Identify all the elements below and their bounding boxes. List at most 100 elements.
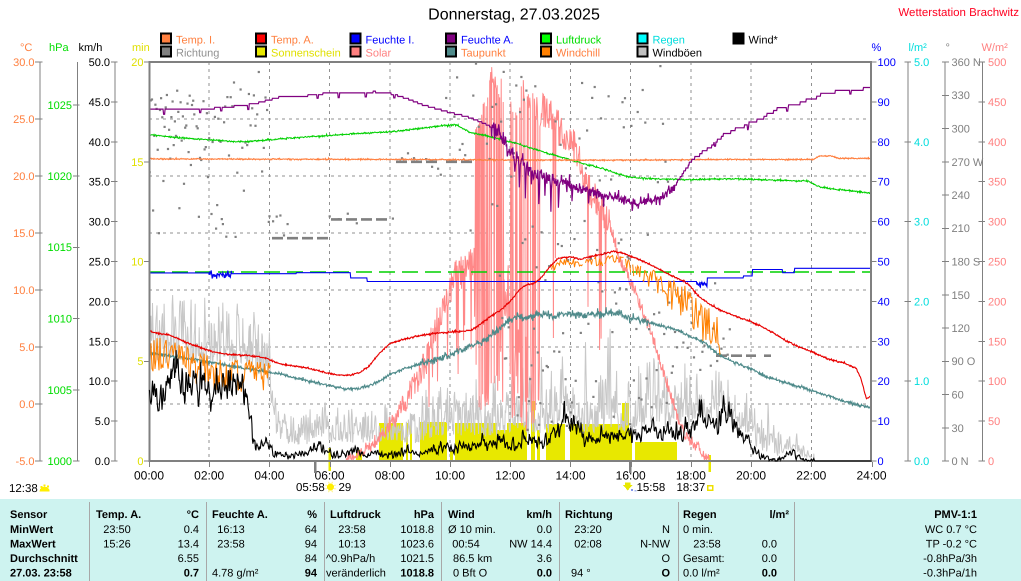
svg-text:50: 50 [878, 257, 890, 269]
svg-text:80: 80 [878, 137, 890, 149]
svg-text:3.6: 3.6 [537, 553, 552, 565]
svg-text:3.0: 3.0 [914, 217, 929, 229]
svg-text:06:00: 06:00 [315, 469, 345, 483]
svg-text:18:00: 18:00 [676, 469, 706, 483]
svg-text:30: 30 [952, 423, 964, 435]
svg-text:0 min.: 0 min. [683, 524, 713, 536]
svg-text:18:37: 18:37 [677, 482, 706, 494]
svg-text:min: min [132, 42, 150, 54]
svg-text:12:38: 12:38 [9, 483, 38, 495]
svg-text:94: 94 [305, 568, 318, 580]
svg-text:°C: °C [20, 42, 32, 54]
svg-text:km/h: km/h [526, 509, 552, 521]
svg-text:-0.8hPa/3h: -0.8hPa/3h [923, 553, 977, 565]
svg-text:°C: °C [187, 509, 199, 521]
svg-text:0.0: 0.0 [914, 456, 929, 468]
svg-text:0.7: 0.7 [184, 568, 199, 580]
svg-text:WC 0.7 °C: WC 0.7 °C [925, 524, 977, 536]
svg-text:Feuchte A.: Feuchte A. [212, 509, 268, 521]
svg-text:%: % [872, 42, 882, 54]
svg-text:25.0: 25.0 [89, 257, 110, 269]
svg-text:1000: 1000 [48, 456, 72, 468]
svg-text:Taupunkt: Taupunkt [461, 48, 506, 60]
svg-text:1018.8: 1018.8 [400, 568, 434, 580]
svg-text:15.0: 15.0 [89, 336, 110, 348]
svg-text:15: 15 [131, 157, 143, 169]
svg-text:500: 500 [988, 57, 1006, 69]
svg-text:45.0: 45.0 [89, 97, 110, 109]
svg-text:Wind*: Wind* [749, 35, 779, 47]
svg-text:02:00: 02:00 [194, 469, 224, 483]
svg-text:23:50: 23:50 [103, 524, 131, 536]
svg-text:Richtung: Richtung [565, 509, 613, 521]
svg-text:0.0 l/m²: 0.0 l/m² [683, 568, 720, 580]
svg-text:10:00: 10:00 [435, 469, 465, 483]
svg-text:30: 30 [878, 336, 890, 348]
svg-text:15:26: 15:26 [103, 539, 131, 551]
svg-text:0: 0 [878, 456, 884, 468]
svg-text:02:08: 02:08 [574, 539, 602, 551]
svg-text:40.0: 40.0 [89, 137, 110, 149]
svg-text:450: 450 [988, 97, 1006, 109]
svg-text:NW 14.4: NW 14.4 [509, 539, 552, 551]
svg-text:12:00: 12:00 [495, 469, 525, 483]
svg-text:90 O: 90 O [952, 356, 976, 368]
svg-text:20:00: 20:00 [736, 469, 766, 483]
svg-text:Sensor: Sensor [10, 509, 48, 521]
svg-text:20.0: 20.0 [13, 171, 34, 183]
svg-text:29: 29 [339, 482, 352, 494]
svg-text:330: 330 [952, 90, 970, 102]
svg-text:40: 40 [878, 296, 890, 308]
svg-text:10.0: 10.0 [89, 376, 110, 388]
svg-text:1010: 1010 [48, 314, 72, 326]
svg-text:350: 350 [988, 177, 1006, 189]
svg-text:10:13: 10:13 [338, 539, 366, 551]
svg-text:30.0: 30.0 [13, 57, 34, 69]
svg-text:2.0: 2.0 [914, 296, 929, 308]
svg-text:5.0: 5.0 [19, 342, 34, 354]
svg-text:22:00: 22:00 [796, 469, 826, 483]
svg-text:Windböen: Windböen [653, 48, 703, 60]
svg-text:^0.9hPa/h: ^0.9hPa/h [326, 553, 375, 565]
svg-text:50: 50 [988, 416, 1000, 428]
svg-text:00:54: 00:54 [452, 539, 480, 551]
svg-text:00:00: 00:00 [134, 469, 164, 483]
svg-text:Ø 10 min.: Ø 10 min. [448, 524, 496, 536]
svg-text:1020: 1020 [48, 171, 72, 183]
svg-text:86.5 km: 86.5 km [453, 553, 492, 565]
svg-text:210: 210 [952, 223, 970, 235]
svg-text:Feuchte I.: Feuchte I. [366, 35, 415, 47]
svg-text:4.78 g/m²: 4.78 g/m² [212, 568, 259, 580]
svg-text:23:58: 23:58 [693, 539, 721, 551]
svg-text:1.0: 1.0 [914, 376, 929, 388]
svg-text:60: 60 [878, 217, 890, 229]
svg-text:Wetterstation Brachwitz: Wetterstation Brachwitz [898, 7, 1019, 19]
svg-text:25.0: 25.0 [13, 114, 34, 126]
svg-text:150: 150 [952, 290, 970, 302]
svg-text:MaxWert: MaxWert [10, 539, 56, 551]
svg-text:Temp. I.: Temp. I. [176, 35, 215, 47]
svg-text:4.0: 4.0 [914, 137, 929, 149]
svg-text:30.0: 30.0 [89, 217, 110, 229]
svg-text:23:58: 23:58 [217, 539, 245, 551]
svg-text:84: 84 [305, 553, 317, 565]
svg-text:100: 100 [878, 57, 896, 69]
svg-text:W/m²: W/m² [982, 42, 1009, 54]
svg-text:Gesamt:: Gesamt: [683, 553, 725, 565]
svg-text:MinWert: MinWert [10, 524, 54, 536]
svg-text:14:00: 14:00 [555, 469, 585, 483]
svg-text:23:20: 23:20 [574, 524, 602, 536]
svg-text:1018.8: 1018.8 [400, 524, 434, 536]
svg-text:Richtung: Richtung [176, 48, 219, 60]
svg-text:Donnerstag, 27.03.2025: Donnerstag, 27.03.2025 [428, 7, 600, 24]
svg-text:400: 400 [988, 137, 1006, 149]
svg-text:%: % [307, 509, 317, 521]
svg-text:0: 0 [137, 456, 143, 468]
svg-text:l/m²: l/m² [909, 42, 928, 54]
svg-text:Luftdruck: Luftdruck [556, 35, 602, 47]
svg-text:70: 70 [878, 177, 890, 189]
svg-text:200: 200 [988, 296, 1006, 308]
svg-text:23:58: 23:58 [338, 524, 366, 536]
svg-text:6.55: 6.55 [178, 553, 199, 565]
svg-text:0: 0 [988, 456, 994, 468]
